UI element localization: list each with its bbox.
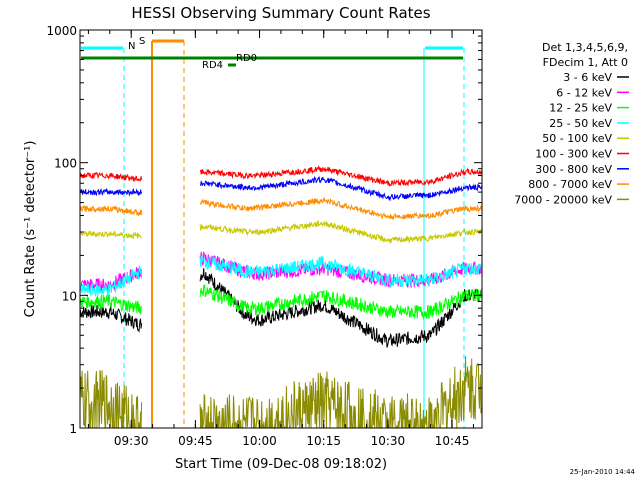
legend-entry-label: 3 - 6 keV [563, 71, 612, 84]
legend: Det 1,3,4,5,6,9, FDecim 1, Att 0 3 - 6 k… [514, 41, 629, 206]
legend-header-line-1: Det 1,3,4,5,6,9, [542, 41, 628, 54]
annotation-s: S [139, 36, 145, 47]
series-line [79, 164, 483, 187]
axes-layer: 1 10 100 1000 09:30 09:45 10:00 10:15 10:30 10:45 [46, 24, 482, 448]
x-tick-label: 09:30 [114, 434, 149, 448]
y-tick-label: 10 [62, 289, 77, 303]
series-line [79, 251, 483, 292]
annotation-rd0: RD0 [236, 53, 257, 64]
series-line [79, 220, 483, 245]
series-line [79, 196, 483, 221]
y-tick-label: 1000 [46, 24, 77, 38]
annotation-n: N [128, 41, 135, 52]
x-tick-label: 10:45 [435, 434, 470, 448]
legend-entry-label: 50 - 100 keV [542, 132, 612, 145]
x-tick-label: 10:00 [242, 434, 277, 448]
x-tick-label: 10:30 [371, 434, 406, 448]
series-line [79, 255, 483, 298]
legend-entry-label: 100 - 300 keV [535, 148, 612, 161]
y-axis-label: Count Rate (s⁻¹ detector⁻¹) [23, 141, 38, 318]
legend-entry-label: 300 - 800 keV [535, 163, 612, 176]
x-tick-label: 09:45 [178, 434, 213, 448]
legend-entry-label: 25 - 50 keV [549, 117, 612, 130]
legend-entry-label: 12 - 25 keV [549, 102, 612, 115]
y-tick-label: 1 [69, 422, 77, 436]
y-tick-label: 100 [54, 157, 77, 171]
chart-title: HESSI Observing Summary Count Rates [131, 4, 430, 22]
series-line [79, 175, 483, 202]
x-axis-label: Start Time (09-Dec-08 09:18:02) [175, 457, 387, 472]
timestamp: 25-Jan-2010 14:44 [570, 468, 636, 476]
legend-header-line-2: FDecim 1, Att 0 [543, 56, 628, 69]
series-line [79, 284, 483, 320]
legend-entry-label: 6 - 12 keV [556, 86, 612, 99]
annotation-rd4: RD4 [202, 60, 223, 71]
legend-entry-label: 800 - 7000 keV [528, 178, 612, 191]
legend-entry-label: 7000 - 20000 keV [514, 193, 612, 206]
x-tick-label: 10:15 [306, 434, 341, 448]
